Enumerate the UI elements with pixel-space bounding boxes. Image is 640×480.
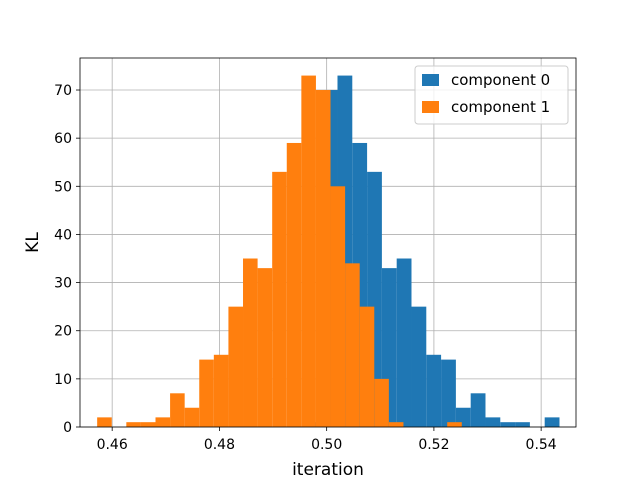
y-tick-label: 70 xyxy=(54,83,72,99)
y-tick-label: 10 xyxy=(54,372,72,388)
bar-series-1 xyxy=(126,422,141,427)
bar-series-0 xyxy=(411,306,427,427)
bar-series-1 xyxy=(97,417,112,427)
bar-series-1 xyxy=(199,359,214,427)
bar-series-1 xyxy=(184,407,200,427)
bar-series-0 xyxy=(441,359,456,427)
legend-swatch xyxy=(422,74,439,86)
x-tick-label: 0.54 xyxy=(526,437,557,453)
legend: component 0 component 1 xyxy=(414,65,569,125)
x-axis-label: iteration xyxy=(292,460,364,480)
bar-series-1 xyxy=(170,393,185,427)
bar-series-1 xyxy=(140,422,156,427)
bar-series-1 xyxy=(257,268,273,427)
bar-series-0 xyxy=(485,417,501,427)
x-tick-label: 0.50 xyxy=(311,437,342,453)
bar-series-0 xyxy=(426,354,442,427)
bar-series-1 xyxy=(345,263,360,427)
bar-series-0 xyxy=(470,393,486,427)
legend-label: component 1 xyxy=(451,98,550,116)
y-tick-label: 20 xyxy=(54,324,72,340)
bar-series-1 xyxy=(213,354,229,427)
bar-series-1 xyxy=(388,422,404,427)
y-tick-label: 40 xyxy=(54,227,72,243)
bar-series-1 xyxy=(330,186,346,427)
y-tick-label: 50 xyxy=(54,179,72,195)
bar-series-1 xyxy=(228,306,244,427)
legend-box xyxy=(414,65,569,125)
y-tick-label: 30 xyxy=(54,276,72,292)
bar-series-1 xyxy=(286,142,302,427)
bar-series-1 xyxy=(315,90,331,427)
bar-series-0 xyxy=(500,422,516,427)
x-tick-label: 0.48 xyxy=(204,437,235,453)
bar-series-1 xyxy=(301,75,316,428)
bar-series-1 xyxy=(374,378,389,427)
bar-series-0 xyxy=(515,422,530,427)
bar-series-1 xyxy=(447,422,462,427)
y-tick-label: 60 xyxy=(54,131,72,147)
x-tick-label: 0.52 xyxy=(418,437,449,453)
y-axis-label: KL xyxy=(23,232,43,253)
bar-series-1 xyxy=(359,306,375,427)
bar-series-1 xyxy=(243,258,258,427)
plot-frame xyxy=(79,57,577,428)
y-tick-label: 0 xyxy=(63,420,72,436)
x-tick-label: 0.46 xyxy=(97,437,128,453)
bars xyxy=(97,75,560,428)
bar-series-0 xyxy=(544,417,560,427)
ticks: 0.46 0.48 0.50 0.52 0.54 0 10 20 30 40 50 60 70 xyxy=(54,83,557,453)
legend-swatch xyxy=(422,101,439,113)
bar-series-0 xyxy=(396,258,412,427)
legend-label: component 0 xyxy=(451,71,550,89)
bar-series-1 xyxy=(155,417,171,427)
bar-series-1 xyxy=(272,171,287,427)
